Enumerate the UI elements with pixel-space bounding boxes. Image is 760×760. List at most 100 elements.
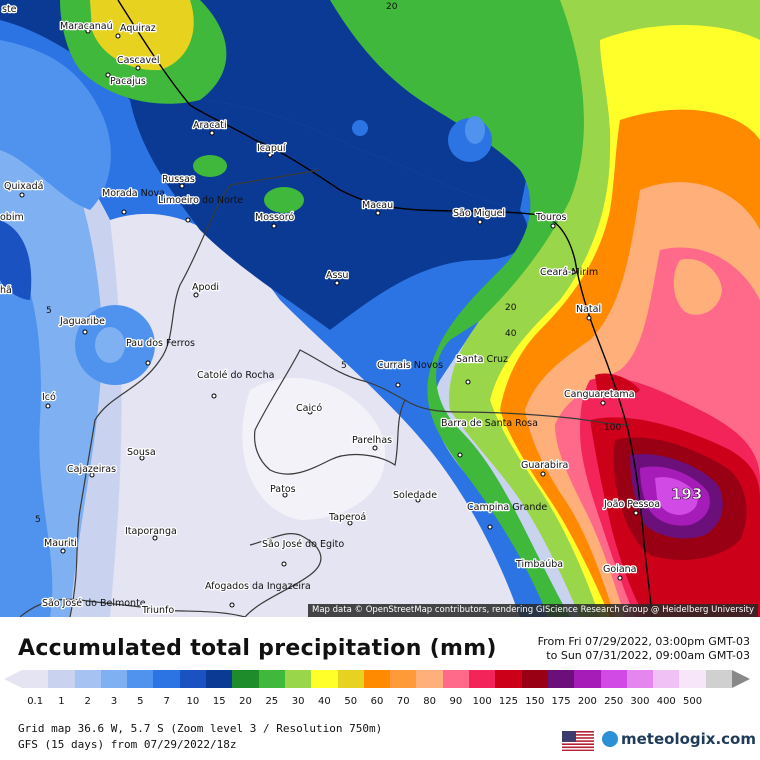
legend-swatch xyxy=(74,670,101,688)
city-label: Cascavel xyxy=(117,55,160,66)
legend-color-scale xyxy=(22,670,733,688)
legend-swatch xyxy=(442,670,470,688)
legend-swatch xyxy=(258,670,285,688)
us-flag-icon[interactable] xyxy=(562,731,594,751)
legend-label: 300 xyxy=(630,696,650,707)
svg-text:Mossoró: Mossoró xyxy=(255,212,294,223)
legend-low-arrow xyxy=(4,670,22,688)
city-label: Afogados da Ingazeira xyxy=(205,581,311,592)
city-label: São Miguel xyxy=(453,208,505,219)
svg-text:obim: obim xyxy=(0,212,24,223)
svg-text:Aquiraz: Aquiraz xyxy=(120,23,156,34)
city-label: ste xyxy=(2,4,17,15)
city-label: Ceará-Mirim xyxy=(540,267,598,278)
city-label: Morada Nova xyxy=(102,188,165,199)
brand-logo[interactable]: meteologix.com xyxy=(602,730,756,748)
city-label: Goiana xyxy=(603,564,636,575)
city-label: Canguaretama xyxy=(564,389,635,400)
legend-label: 3 xyxy=(110,696,118,707)
city-label: Mossoró xyxy=(255,212,294,223)
legend-footer xyxy=(0,617,760,760)
city-label: Patos xyxy=(270,484,296,495)
svg-text:Soledade: Soledade xyxy=(393,490,437,501)
contour-label: 100 xyxy=(604,423,621,433)
svg-text:João Pessoa: João Pessoa xyxy=(603,499,660,510)
svg-text:Macau: Macau xyxy=(362,200,393,211)
city-label: Russas xyxy=(162,174,195,185)
svg-text:Canguaretama: Canguaretama xyxy=(564,389,635,400)
city-label: São José do Egito xyxy=(262,539,344,550)
legend-label: 50 xyxy=(344,696,358,707)
max-value-label: 193 xyxy=(671,485,702,503)
contour-label: 20 xyxy=(386,2,398,12)
city-label: Apodi xyxy=(192,282,219,293)
svg-text:ste: ste xyxy=(2,4,17,15)
legend-label: 7 xyxy=(163,696,170,707)
legend-swatch xyxy=(284,670,312,688)
legend-swatch xyxy=(705,670,733,688)
model-info: GFS (15 days) from 07/29/2022/18z xyxy=(18,738,237,751)
city-label: João Pessoa xyxy=(603,499,660,510)
svg-text:Sousa: Sousa xyxy=(127,447,156,458)
city-label: Cajazeiras xyxy=(67,464,116,475)
legend-swatch xyxy=(495,670,522,688)
legend-swatch xyxy=(206,670,233,688)
svg-text:Limoeiro: Limoeiro xyxy=(158,195,199,206)
city-label: Sousa xyxy=(127,447,156,458)
legend-high-arrow xyxy=(732,670,750,688)
city-label: Macau xyxy=(362,200,393,211)
svg-text:Guarabira: Guarabira xyxy=(521,460,568,471)
svg-text:Pau dos: Pau dos xyxy=(126,338,163,349)
legend-swatch xyxy=(653,670,680,688)
legend-swatch xyxy=(521,670,548,688)
svg-text:Maracanaú: Maracanaú xyxy=(60,21,113,32)
svg-text:Icapuí: Icapuí xyxy=(257,143,286,154)
svg-text:Afogados: Afogados xyxy=(205,581,249,592)
city-label: Icapuí xyxy=(257,143,286,154)
legend-label: 15 xyxy=(212,696,226,707)
svg-text:Quixadá: Quixadá xyxy=(4,181,43,192)
legend-swatch xyxy=(127,670,154,688)
brand-name: meteologix.com xyxy=(621,730,756,748)
svg-text:Icó: Icó xyxy=(42,392,56,403)
svg-text:Cascavel: Cascavel xyxy=(117,55,160,66)
city-label: Parelhas xyxy=(352,435,392,446)
city-label: Maracanaú xyxy=(60,21,113,32)
svg-text:Russas: Russas xyxy=(162,174,195,185)
svg-text:Cajazeiras: Cajazeiras xyxy=(67,464,116,475)
svg-text:Triunfo: Triunfo xyxy=(141,605,174,616)
legend-label: 125 xyxy=(498,696,519,707)
city-label: Aracati xyxy=(193,120,227,131)
legend-label: 90 xyxy=(449,696,463,707)
city-label: Icó xyxy=(42,392,56,403)
grid-info: Grid map 36.6 W, 5.7 S (Zoom level 3 / R… xyxy=(18,722,383,735)
city-label: Quixadá xyxy=(4,181,43,192)
legend-swatch xyxy=(311,670,338,688)
legend-swatch xyxy=(100,670,128,688)
contour-label: 5 xyxy=(341,361,347,371)
city-label: Pau dos Ferros xyxy=(126,338,195,349)
legend-label: 5 xyxy=(137,696,144,707)
svg-text:hã: hã xyxy=(0,285,12,296)
legend-label: 25 xyxy=(265,696,279,707)
city-label: Guarabira xyxy=(521,460,568,471)
meteologix-logo-icon xyxy=(602,731,618,747)
svg-text:Barra de: Barra de xyxy=(441,418,482,429)
svg-text:Parelhas: Parelhas xyxy=(352,435,392,446)
svg-text:Jaguaribe: Jaguaribe xyxy=(59,316,105,327)
legend-label: 10 xyxy=(186,696,200,707)
legend-label: 250 xyxy=(604,696,624,707)
svg-text:Timbaúba: Timbaúba xyxy=(515,559,563,570)
contour-label: 40 xyxy=(505,329,517,339)
city-label: Jaguaribe xyxy=(59,316,105,327)
svg-text:Caicó: Caicó xyxy=(296,403,322,414)
legend-swatch xyxy=(679,670,706,688)
legend-labels: 0.1 1 2 3 5 7 10 15 20 25 30 40 50 60 70 80 90 100 125 150 1… xyxy=(20,696,744,710)
svg-text:Touros: Touros xyxy=(535,212,567,223)
legend-swatch xyxy=(48,670,75,688)
legend-label: 80 xyxy=(423,696,436,707)
svg-text:Pacajus: Pacajus xyxy=(110,76,146,87)
precipitation-map[interactable]: ste ste Maracanaú Maracanaú Aquiraz Aquiraz… xyxy=(0,0,760,617)
city-label: Touros xyxy=(535,212,567,223)
svg-text:Ceará-: Ceará- xyxy=(540,267,571,278)
